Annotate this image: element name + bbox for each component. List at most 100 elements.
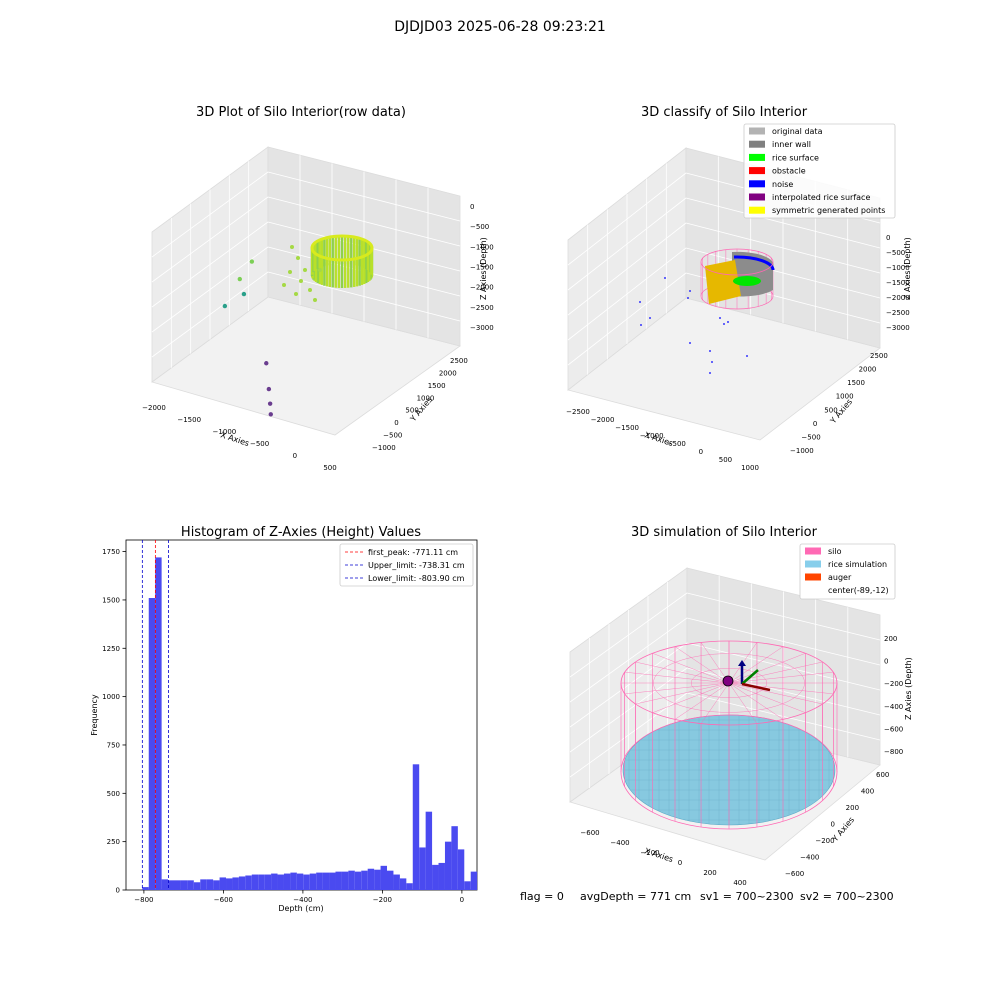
axis-tick-label: 1500	[428, 382, 446, 390]
simulation-x-ticks: −600 −400 −200 0 200 400	[580, 829, 746, 887]
raw-y-ticks: −1000 −500 0 500 1000 1500 2000 2500	[372, 357, 468, 452]
classify-legend: original data inner wall rice surface obsta…	[743, 123, 896, 219]
silo-roof-spoke	[728, 682, 784, 720]
noise-point	[639, 301, 641, 303]
x-tick-label: 0	[460, 896, 464, 904]
raw-data-point	[249, 259, 255, 264]
y-tick-label: 1750	[102, 548, 120, 556]
raw-z-ticks: 0 −500 −1000 −1500 −2000 −2500 −3000	[470, 203, 494, 332]
axis-tick-label: −2500	[470, 304, 494, 312]
histogram-bar	[329, 872, 336, 890]
simulation-legend-frame	[799, 543, 896, 600]
raw-data-point	[282, 283, 286, 287]
simulation-silo-wireframe	[620, 640, 838, 830]
histogram-bar	[470, 871, 478, 890]
raw-silo-ring	[282, 234, 374, 302]
legend-label: Lower_limit: -803.90 cm	[368, 574, 465, 583]
axis-tick-label: −1500	[886, 279, 910, 287]
axis-tick-label: −1000	[470, 243, 494, 251]
histogram-bar	[258, 874, 265, 890]
axis-tick-label: 2500	[450, 357, 468, 365]
raw-data-point	[290, 245, 294, 249]
axis-tick-label: −400	[610, 839, 629, 847]
axis-tick-label: −400	[800, 854, 819, 862]
axis-tick-label: −500	[667, 440, 686, 448]
raw-data-point	[299, 279, 303, 283]
axis-tick-label: −1000	[372, 444, 396, 452]
silo-roof-spoke	[652, 682, 730, 713]
histogram-bar	[206, 879, 214, 890]
axis-tick-label: −2000	[886, 294, 910, 302]
legend-label: noise	[772, 180, 793, 189]
legend-label: rice simulation	[828, 560, 887, 569]
histogram-bar	[316, 872, 323, 890]
simulation-title: 3D simulation of Silo Interior	[631, 525, 818, 540]
axis-tick-label: −500	[250, 440, 269, 448]
noise-point	[664, 277, 666, 279]
footer-sv2: sv2 = 700~2300	[800, 890, 894, 903]
legend-swatch	[749, 167, 765, 175]
axis-tick-label: −1500	[470, 264, 494, 272]
panel-classify-title: 3D classify of Silo Interior	[641, 105, 808, 120]
noise-point	[711, 361, 713, 363]
classify-silo-cylinder	[700, 248, 775, 310]
histogram-bar	[271, 873, 278, 890]
axis-tick-label: −1000	[213, 428, 237, 436]
axis-tick-label: −1500	[615, 424, 639, 432]
histogram-bar	[161, 879, 169, 890]
histogram-bar	[387, 870, 394, 890]
silo-roof-spoke	[635, 682, 730, 705]
silo-roof-spoke	[728, 661, 823, 684]
simulation-zlabel: Z Axies (Depth)	[904, 657, 913, 720]
axis-tick-label: 2000	[859, 366, 877, 374]
raw-data-point	[318, 268, 322, 272]
legend-swatch	[805, 573, 821, 581]
axis-tick-label: 0	[678, 859, 682, 867]
legend-label: interpolated rice surface	[772, 193, 870, 202]
histogram-bar	[277, 874, 284, 890]
axis-tick-label: −500	[886, 249, 905, 257]
legend-label: center(-89,-12)	[828, 586, 889, 595]
axis-tick-label: 200	[884, 635, 897, 643]
axis-tick-label: 500	[323, 464, 336, 472]
histogram-bar	[200, 879, 207, 890]
histogram-legend: first_peak: -771.11 cm Upper_limit: -738.…	[339, 543, 474, 587]
histogram-bar	[406, 883, 413, 890]
raw-data-point	[296, 256, 300, 260]
silo-roof-spoke	[674, 682, 730, 720]
raw-data-point	[308, 288, 312, 292]
classify-cylinder-top	[700, 248, 774, 276]
axis-tick-label: −2500	[566, 408, 590, 416]
raw-data-point	[237, 276, 242, 282]
histogram-bar	[354, 871, 362, 890]
silo-roof-ring	[653, 653, 805, 713]
footer: flag = 0 avgDepth = 771 cm sv1 = 700~230…	[520, 890, 894, 903]
axis-tick-label: 0	[470, 203, 474, 211]
axis-tick-label: −2000	[142, 404, 166, 412]
raw-data-point	[266, 386, 272, 392]
histogram-bar	[148, 598, 156, 890]
noise-point	[689, 342, 691, 344]
classify-zlabel: Z Axies (Depth)	[903, 237, 912, 300]
classify-rice-surface	[733, 276, 761, 286]
y-tick-label: 1500	[102, 596, 120, 604]
auger-z-arrowhead	[738, 660, 746, 666]
histogram-bar	[457, 849, 465, 890]
histogram-bar	[290, 872, 297, 890]
histogram-vlines	[141, 540, 169, 890]
axis-tick-label: −2000	[470, 284, 494, 292]
classify-3d-panes	[567, 147, 881, 441]
classify-noise-points	[639, 277, 748, 374]
silo-roof-spoke	[624, 682, 730, 695]
y-tick-label: 750	[107, 741, 120, 749]
axis-tick-label: 500	[405, 407, 418, 415]
axis-tick-label: 1500	[847, 379, 865, 387]
noise-point	[649, 317, 651, 319]
axis-tick-label: 400	[733, 879, 746, 887]
y-tick-label: 1000	[102, 693, 120, 701]
pane-grid-line	[151, 271, 269, 358]
axis-tick-label: 0	[699, 448, 703, 456]
legend-label: rice surface	[772, 153, 819, 162]
